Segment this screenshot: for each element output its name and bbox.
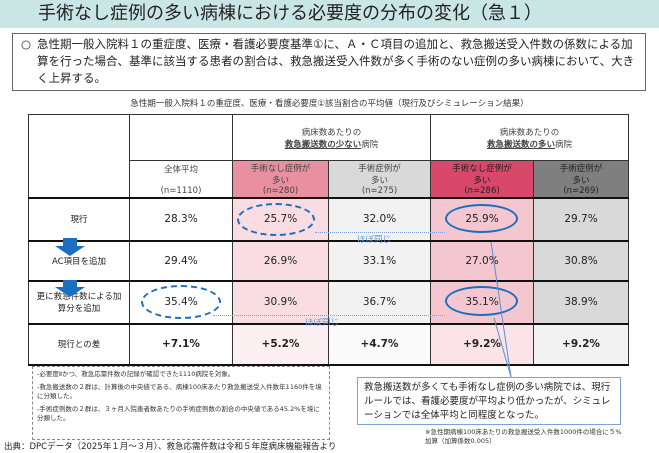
table-row: AC項目を追加 29.4% 26.9% 33.1% 27.0% 30.8% <box>28 240 629 281</box>
col-header: 手術症例が 多い (n=269) <box>533 160 629 198</box>
notes-box: -必要度Ⅱかつ、救急応需件数の記録が確認できた1110病院を対象。 -救急搬送数… <box>32 366 330 440</box>
down-arrow-icon <box>55 287 85 297</box>
down-arrow-icon <box>55 246 85 256</box>
page-title: 手術なし症例の多い病棟における必要度の分布の変化（急１） <box>0 0 659 28</box>
same-label: ほぼ同じ <box>305 318 340 328</box>
highlight-ellipse <box>445 286 518 316</box>
col-header: 手術症例が 多い (n=275) <box>328 160 431 198</box>
results-table: 病床数あたりの 救急搬送数の少ない病院 病床数あたりの 救急搬送数の多い病院 全体平… <box>28 114 629 366</box>
highlight-ellipse <box>445 204 518 233</box>
table-row: 現行との差 +7.1% +5.2% +4.7% +9.2% +9.2% <box>28 323 629 365</box>
down-arrow-icon <box>63 238 77 246</box>
note: -救急搬送数の２群は、計算後の中央値である、病棟100床あたり救急搬送受入件数年… <box>37 383 322 400</box>
table-row: 更に救急件数による加算分を追加 35.4% 30.9% 36.7% 35.1% … <box>28 279 629 325</box>
highlight-ellipse <box>141 285 221 319</box>
row-label: 現行との差 <box>28 323 130 365</box>
bullet-icon: ○ <box>21 37 32 51</box>
callout-box: 救急搬送数が多くても手術なし症例の多い病院では、現行ルールでは、看護必要度が平均… <box>357 377 621 425</box>
note: -必要度Ⅱかつ、救急応需件数の記録が確認できた1110病院を対象。 <box>37 370 235 378</box>
summary-box: ○ 急性期一般入院料１の重症度、医療・看護必要度基準①に、Ａ・Ｃ項目の追加と、救… <box>12 33 646 91</box>
highlight-ellipse <box>237 203 315 236</box>
comparison-line <box>315 232 445 233</box>
source-text: 出典：DPCデータ（2025年１月～３月）、救急応需件数は令和５年度病床機能報告… <box>4 442 337 452</box>
row-label: AC項目を追加 <box>28 240 130 281</box>
footnote: ※急性期病棟100床あたりの救急搬送受入件数1000件の場合に５%加算（加算係数… <box>425 428 622 445</box>
row-label: 現行 <box>28 196 130 242</box>
comparison-line <box>213 315 445 316</box>
down-arrow-icon <box>63 280 77 287</box>
col-header-overall: 全体平均 (n=1110) <box>129 160 233 198</box>
group-header-low: 病床数あたりの 救急搬送数の少ない病院 <box>232 114 431 161</box>
table-title: 急性期一般入院料１の重症度、医療・看護必要度①該当割合の平均値（現行及びシミュレ… <box>130 99 529 109</box>
note: -手術症例数の２群は、３ヶ月入院患者数あたりの手術症例数の割合の中央値である45… <box>37 405 320 422</box>
col-header: 手術なし症例が 多い (n=280) <box>232 160 329 198</box>
summary-text: 急性期一般入院料１の重症度、医療・看護必要度基準①に、Ａ・Ｃ項目の追加と、救急搬… <box>37 37 635 85</box>
same-label: ほぼ同じ <box>357 235 392 245</box>
